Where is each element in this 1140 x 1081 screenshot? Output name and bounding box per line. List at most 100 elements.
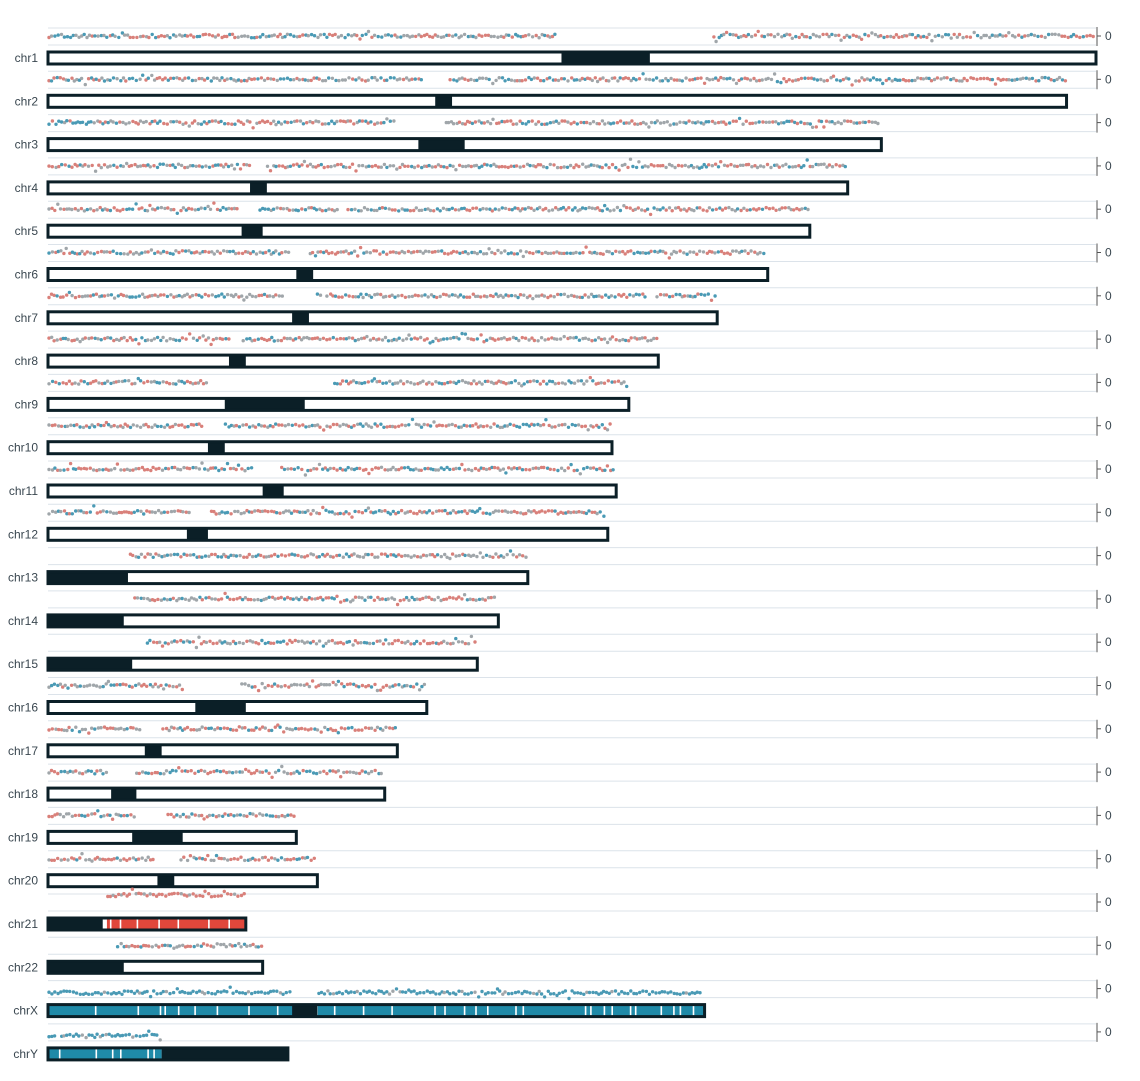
data-point <box>421 553 426 557</box>
data-point <box>595 79 600 84</box>
data-point <box>754 79 759 83</box>
data-point <box>802 121 807 126</box>
data-point <box>1026 33 1030 38</box>
data-point <box>447 423 451 427</box>
data-point <box>615 205 620 210</box>
data-point <box>889 34 893 39</box>
data-point <box>190 812 194 816</box>
data-point <box>176 467 180 471</box>
data-point <box>643 209 647 213</box>
data-point <box>103 381 107 385</box>
data-point <box>563 119 567 123</box>
data-point <box>128 250 132 254</box>
data-point <box>145 641 150 645</box>
data-point <box>432 598 437 602</box>
data-point <box>618 76 622 80</box>
data-point <box>223 122 227 126</box>
data-point <box>422 422 426 427</box>
cnv-stripe <box>137 1004 140 1017</box>
data-point <box>412 250 416 254</box>
data-point <box>84 122 89 126</box>
data-point <box>402 251 407 255</box>
data-point <box>507 33 511 37</box>
data-point <box>206 990 210 995</box>
data-point <box>655 295 659 299</box>
data-point <box>884 78 888 83</box>
data-point <box>314 771 319 776</box>
cnv-stripe <box>634 1004 637 1017</box>
data-point <box>816 163 821 167</box>
data-point <box>108 164 112 168</box>
data-point <box>337 553 342 557</box>
data-point <box>304 425 308 429</box>
data-point <box>171 382 175 386</box>
data-point <box>197 814 201 818</box>
data-point <box>613 76 617 80</box>
data-point <box>555 993 559 998</box>
data-point <box>71 990 76 994</box>
data-point <box>760 78 764 82</box>
data-point <box>197 635 201 639</box>
data-point <box>597 122 601 126</box>
data-point <box>710 119 715 124</box>
data-point <box>194 598 199 602</box>
data-point <box>442 639 446 643</box>
data-point <box>376 165 381 169</box>
data-point <box>555 337 559 341</box>
data-point <box>317 120 321 124</box>
chromosome-label: chr18 <box>8 787 38 801</box>
data-point <box>412 382 417 386</box>
data-point <box>488 293 493 298</box>
data-point <box>362 206 367 210</box>
data-point <box>338 424 342 428</box>
data-point <box>354 380 359 385</box>
data-point <box>1004 34 1008 38</box>
data-point <box>348 119 353 123</box>
data-point <box>501 467 506 471</box>
data-point <box>740 249 744 253</box>
data-point <box>574 163 578 167</box>
cnv-stripe <box>590 1004 592 1017</box>
data-point <box>450 293 455 297</box>
data-point <box>397 683 401 687</box>
data-point <box>965 35 969 39</box>
data-point <box>340 295 344 299</box>
data-point <box>396 638 400 643</box>
data-point <box>664 208 668 212</box>
data-point <box>134 467 138 471</box>
data-point <box>214 294 218 299</box>
data-point <box>486 379 490 383</box>
data-point <box>155 640 159 645</box>
data-point <box>540 251 544 256</box>
data-point <box>358 992 363 996</box>
data-point <box>360 511 365 515</box>
data-point <box>245 337 249 341</box>
data-point <box>399 35 403 39</box>
data-point <box>528 294 532 298</box>
data-point <box>119 941 123 946</box>
data-point <box>114 991 119 996</box>
data-point <box>527 75 531 80</box>
data-point <box>384 725 388 729</box>
data-point <box>380 597 385 601</box>
data-point <box>53 208 57 213</box>
data-point <box>380 35 384 39</box>
data-point <box>225 34 229 39</box>
data-point <box>146 250 150 254</box>
data-point <box>263 686 267 690</box>
data-point <box>99 165 104 170</box>
data-point <box>225 461 230 466</box>
data-point <box>375 78 379 82</box>
data-point <box>361 424 365 428</box>
data-point <box>59 32 64 37</box>
centromere-block <box>292 311 309 324</box>
data-point <box>501 295 505 299</box>
data-point <box>412 165 417 170</box>
data-point <box>485 295 489 299</box>
data-point <box>115 77 119 81</box>
data-point <box>238 553 242 558</box>
data-point <box>1020 35 1024 39</box>
data-point <box>77 1034 81 1038</box>
data-point <box>574 510 579 514</box>
